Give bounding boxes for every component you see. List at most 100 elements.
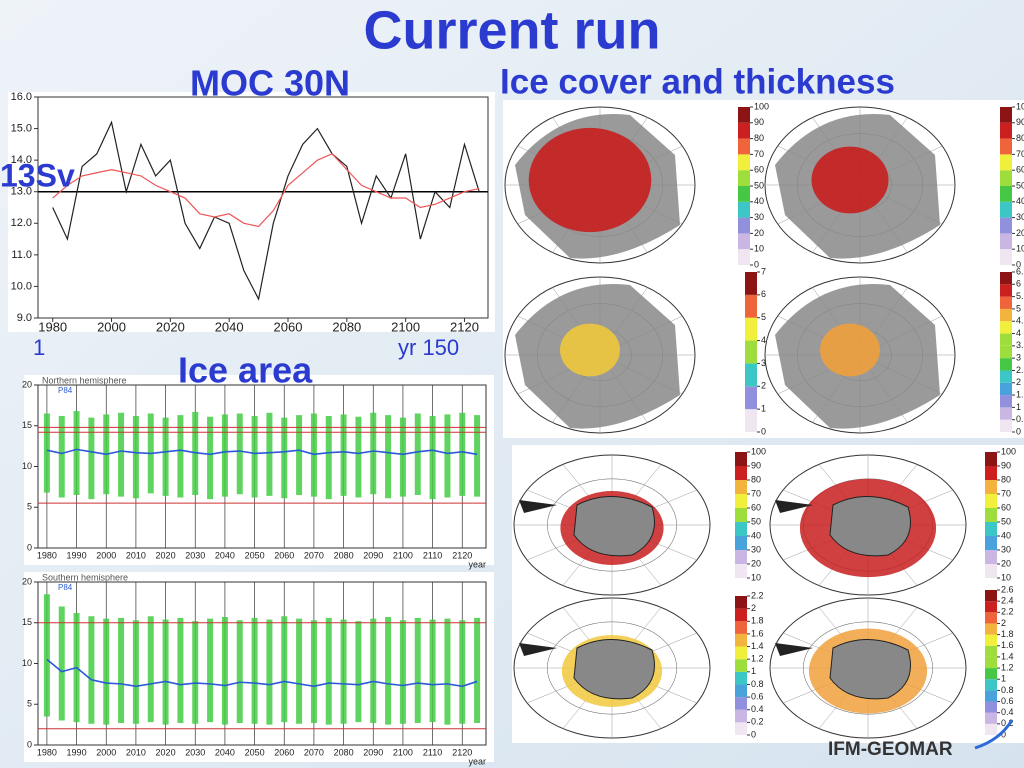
x-tick-label: 2050 xyxy=(245,550,265,560)
x-tick-label: 2110 xyxy=(423,747,442,757)
map-land xyxy=(519,643,557,656)
colorbar-label: 20 xyxy=(751,558,761,568)
colorbar-swatch xyxy=(735,659,747,672)
x-tick-label: 2060 xyxy=(274,319,303,334)
colorbar-label: 60 xyxy=(754,165,764,175)
map-ice xyxy=(811,146,889,214)
x-tick-label: 2080 xyxy=(334,550,354,560)
x-tick-label: 1990 xyxy=(67,747,87,757)
colorbar-swatch xyxy=(985,466,997,480)
colorbar-swatch xyxy=(1000,407,1012,420)
colorbar-label: 80 xyxy=(751,474,761,484)
colorbar-swatch xyxy=(738,249,750,265)
x-axis-label: year xyxy=(468,559,486,569)
colorbar-swatch xyxy=(735,494,747,508)
colorbar-label: 1.2 xyxy=(751,654,764,664)
x-axis-label: year xyxy=(468,756,486,766)
colorbar-swatch xyxy=(738,186,750,202)
x-tick-label: 1980 xyxy=(37,550,57,560)
colorbar-label: 6.5 xyxy=(1016,266,1024,276)
colorbar-swatch xyxy=(735,646,747,660)
colorbar-label: 70 xyxy=(1016,149,1024,159)
colorbar-label: 1 xyxy=(1001,674,1006,684)
x-tick-label: 2040 xyxy=(215,319,244,334)
x-tick-label: 2100 xyxy=(393,550,413,560)
legend-entry: P84 xyxy=(58,386,73,395)
colorbar-label: 1.4 xyxy=(751,641,764,651)
colorbar-swatch xyxy=(1000,217,1012,234)
logo-swoosh xyxy=(974,719,1014,750)
colorbar-label: 50 xyxy=(1001,516,1011,526)
colorbar-swatch xyxy=(1000,249,1012,265)
moc-heading: MOC 30N xyxy=(190,63,350,104)
colorbar-swatch xyxy=(985,601,997,613)
colorbar-swatch xyxy=(985,690,997,702)
colorbar-label: 2 xyxy=(1016,377,1021,387)
chart-subtitle: Northern hemisphere xyxy=(42,375,127,385)
colorbar-label: 30 xyxy=(1001,544,1011,554)
colorbar-label: 1.8 xyxy=(1001,629,1014,639)
y-tick-label: 13.0 xyxy=(11,186,32,198)
colorbar-swatch xyxy=(1000,345,1012,359)
colorbar-swatch xyxy=(745,317,757,341)
colorbar-swatch xyxy=(738,233,750,250)
south-panel xyxy=(24,572,494,762)
x-tick-label: 2010 xyxy=(126,550,146,560)
colorbar-label: 0 xyxy=(1001,729,1006,739)
map-land xyxy=(775,643,813,656)
colorbar-label: 0.2 xyxy=(1001,718,1014,728)
colorbar-label: 4.5 xyxy=(1016,316,1024,326)
y-tick-label: 15 xyxy=(22,617,32,627)
colorbar-label: 60 xyxy=(1001,502,1011,512)
colorbar-label: 50 xyxy=(1016,180,1024,190)
x-tick-label: 2030 xyxy=(185,550,205,560)
x-tick-label: 2120 xyxy=(452,550,472,560)
x-tick-label: 2020 xyxy=(156,747,176,757)
colorbar-swatch xyxy=(985,480,997,494)
y-tick-label: 0 xyxy=(27,739,32,749)
colorbar-swatch xyxy=(985,679,997,691)
x-tick-label: 2000 xyxy=(96,550,116,560)
map-ice xyxy=(560,323,620,377)
colorbar-swatch xyxy=(1000,154,1012,171)
colorbar-swatch xyxy=(985,623,997,635)
colorbar-swatch xyxy=(985,701,997,713)
colorbar-label: 90 xyxy=(1001,460,1011,470)
colorbar-swatch xyxy=(735,596,747,609)
colorbar-swatch xyxy=(985,723,997,735)
map-land xyxy=(519,500,557,513)
colorbar-swatch xyxy=(735,621,747,634)
colorbar-swatch xyxy=(1000,272,1012,285)
colorbar-swatch xyxy=(735,550,747,564)
colorbar-label: 10 xyxy=(751,572,761,582)
colorbar-swatch xyxy=(735,536,747,550)
colorbar-label: 0 xyxy=(754,259,759,269)
x-tick-label: 2040 xyxy=(215,550,235,560)
colorbar-label: 3 xyxy=(1016,353,1021,363)
colorbar-label: 2.2 xyxy=(751,590,764,600)
colorbar-swatch xyxy=(738,107,750,123)
colorbar-label: 1.4 xyxy=(1001,651,1014,661)
colorbar-label: 10 xyxy=(754,244,764,254)
colorbar-swatch xyxy=(985,590,997,602)
slide-title: Current run xyxy=(364,0,661,60)
series-line xyxy=(46,658,478,688)
series-line xyxy=(46,448,478,456)
colorbar-swatch xyxy=(985,452,997,466)
colorbar-label: 10 xyxy=(1001,572,1011,582)
colorbar-label: 2.5 xyxy=(1016,365,1024,375)
colorbar-swatch xyxy=(738,122,750,139)
colorbar-label: 0.6 xyxy=(1001,696,1014,706)
ice-area-heading: Ice area xyxy=(178,350,313,391)
colorbar-label: 6 xyxy=(1016,279,1021,289)
colorbar-label: 30 xyxy=(754,212,764,222)
colorbar-swatch xyxy=(1000,284,1012,297)
y-tick-label: 15.0 xyxy=(11,122,32,134)
colorbar-label: 1.5 xyxy=(1016,389,1024,399)
colorbar-label: 100 xyxy=(751,446,766,456)
x-tick-label: 2060 xyxy=(274,747,294,757)
colorbar-label: 2 xyxy=(1001,618,1006,628)
x-tick-label: 2110 xyxy=(423,550,442,560)
